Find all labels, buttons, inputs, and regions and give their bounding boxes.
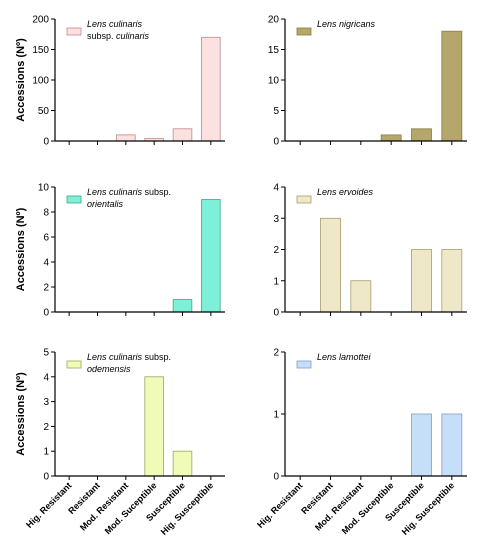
bar <box>144 376 164 477</box>
y-tick-label: 1 <box>273 410 279 421</box>
y-tick-label: 3 <box>273 214 279 225</box>
bar <box>172 128 193 142</box>
bar <box>411 413 432 477</box>
x-category-label: Hig. Resistant <box>255 480 305 530</box>
bar <box>201 36 221 142</box>
y-tick-label: 1 <box>43 447 49 458</box>
bar <box>441 249 463 313</box>
y-tick-label: 0 <box>43 137 49 148</box>
y-tick-label: 0 <box>273 308 279 319</box>
bar <box>411 128 432 142</box>
y-tick-label: 100 <box>32 76 49 87</box>
legend-swatch <box>66 195 82 204</box>
x-category-label: Hig. Susceptible <box>400 480 457 537</box>
y-axis-label: Accessions (Nº) <box>15 207 27 291</box>
y-tick-label: 2 <box>273 348 279 359</box>
y-tick-label: 10 <box>38 183 50 194</box>
bar <box>350 280 372 313</box>
legend-label: Lens culinaris <box>87 19 143 29</box>
y-tick-label: 15 <box>268 45 280 56</box>
y-axis-label: Accessions (Nº) <box>15 38 27 122</box>
bar <box>172 299 193 313</box>
y-tick-label: 4 <box>273 183 279 194</box>
chart-panel: 0 1 2 3 4 Lens ervoides <box>273 183 467 319</box>
legend-label: subsp. culinaris <box>87 31 150 41</box>
y-tick-label: 8 <box>43 208 49 219</box>
chart-panel: 0 5 10 15 20 Lens nigricans <box>268 15 467 148</box>
legend-swatch <box>66 27 82 36</box>
bar <box>116 134 136 142</box>
chart-panel: 0 2 4 6 8 10 Accessions (Nº) Lens culinaris sub… <box>15 183 225 319</box>
y-tick-label: 4 <box>43 258 49 269</box>
y-tick-label: 10 <box>268 76 280 87</box>
legend-label: Lens ervoides <box>317 187 374 197</box>
y-tick-label: 0 <box>273 137 279 148</box>
y-tick-label: 150 <box>32 45 49 56</box>
y-axis-label: Accessions (Nº) <box>15 372 27 456</box>
legend-label: Lens culinaris subsp. <box>87 352 171 362</box>
y-tick-label: 200 <box>32 15 49 26</box>
x-category-label: Hig. Resistant <box>24 480 74 530</box>
y-tick-label: 5 <box>43 348 49 359</box>
legend-swatch <box>296 195 312 204</box>
bar <box>201 199 221 313</box>
bar <box>441 30 463 142</box>
x-category-label: Mod. Suceptible <box>340 480 396 536</box>
y-tick-label: 5 <box>273 106 279 117</box>
y-tick-label: 4 <box>43 372 49 383</box>
legend-label: odemensis <box>87 364 131 374</box>
legend-swatch <box>296 27 312 36</box>
legend-swatch <box>296 360 312 369</box>
bar <box>380 134 402 142</box>
bar <box>320 217 341 313</box>
legend-label: Lens lamottei <box>317 352 372 362</box>
chart-panel: 0 50 100 150 200 Accessions (Nº) Lens culinari… <box>15 15 225 148</box>
y-tick-label: 50 <box>38 106 50 117</box>
y-tick-label: 1 <box>273 276 279 287</box>
y-tick-label: 6 <box>43 233 49 244</box>
legend-label: orientalis <box>87 199 124 209</box>
bar <box>172 450 193 477</box>
y-tick-label: 2 <box>273 245 279 256</box>
y-tick-label: 2 <box>43 422 49 433</box>
y-tick-label: 3 <box>43 397 49 408</box>
y-tick-label: 2 <box>43 283 49 294</box>
legend-label: Lens nigricans <box>317 19 376 29</box>
legend-label: Lens culinaris subsp. <box>87 187 171 197</box>
legend-swatch <box>66 360 82 369</box>
x-category-label: Hig. Susceptible <box>159 480 216 537</box>
y-tick-label: 0 <box>273 472 279 483</box>
y-tick-label: 20 <box>268 15 280 26</box>
bar <box>441 413 463 477</box>
y-tick-label: 0 <box>43 472 49 483</box>
y-tick-label: 0 <box>43 308 49 319</box>
x-category-label: Mod. Suceptible <box>103 480 159 536</box>
bar <box>411 249 432 313</box>
